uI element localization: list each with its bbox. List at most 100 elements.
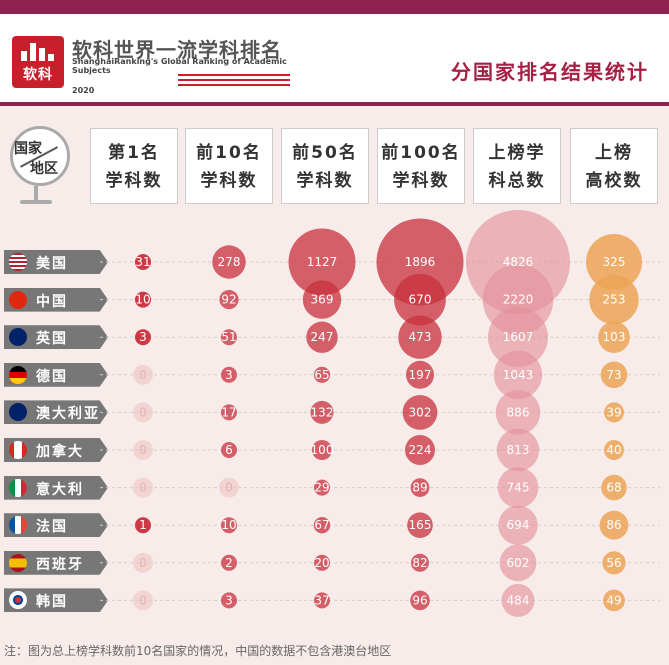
- column-header-line1: 前100名: [381, 143, 461, 163]
- bubble: [586, 234, 642, 290]
- it-flag-icon: [9, 478, 27, 497]
- country-region-header: 国家 地区: [4, 118, 80, 210]
- bubble: [602, 551, 626, 575]
- column-header-line2: 学科数: [105, 171, 163, 191]
- top-accent-bar: [0, 0, 669, 14]
- data-label: 3: [225, 593, 233, 607]
- bubble: [302, 280, 342, 319]
- column-header-line2: 学科数: [392, 171, 450, 191]
- bubble: [133, 477, 153, 498]
- footnote: 注：图为总上榜学科数前10名国家的情况，中国的数据不包含港澳台地区: [4, 644, 392, 658]
- uk-flag-icon: [9, 328, 27, 347]
- bubble: [288, 228, 356, 296]
- column-header: 第1名 学科数: [90, 128, 178, 204]
- bubble: [411, 553, 429, 572]
- country-label: 英国: [4, 325, 108, 350]
- logo-glyph: 软科: [23, 67, 53, 83]
- au-flag-icon: [9, 403, 27, 422]
- column-header-line1: 上榜: [595, 143, 633, 163]
- logo-title: 软科世界一流学科排名: [72, 38, 282, 62]
- data-label: 253: [603, 293, 626, 307]
- data-label: 1: [139, 518, 147, 532]
- bubble: [219, 290, 239, 310]
- bubble: [221, 554, 237, 571]
- data-label: 89: [412, 481, 427, 495]
- country-name: 西班牙: [36, 556, 84, 573]
- bubble: [212, 245, 246, 279]
- data-label: 40: [606, 443, 621, 457]
- column-header-line1: 前10名: [196, 143, 262, 163]
- bubble: [314, 479, 330, 496]
- ca-flag-icon: [9, 441, 27, 459]
- data-label: 2: [225, 556, 233, 570]
- data-label: 165: [409, 518, 432, 532]
- data-label: 51: [221, 330, 236, 344]
- country-label: 法国: [4, 513, 108, 538]
- column-header: 上榜 高校数: [570, 128, 658, 204]
- bubble: [496, 428, 540, 472]
- data-label: 4826: [503, 255, 534, 269]
- data-label: 1043: [503, 368, 534, 382]
- data-label: 6: [225, 443, 233, 457]
- logo-year: 2020: [72, 86, 95, 95]
- country-name: 加拿大: [36, 444, 84, 460]
- data-label: 0: [139, 593, 147, 607]
- data-label: 3: [139, 330, 147, 344]
- country-name: 韩国: [36, 594, 68, 611]
- es-flag-icon: [9, 553, 27, 572]
- bubble: [604, 402, 624, 423]
- bubble: [135, 291, 151, 308]
- country-label: 西班牙: [4, 550, 108, 575]
- column-header-line1: 上榜学: [488, 143, 546, 163]
- bubble: [601, 474, 627, 501]
- bubble: [497, 467, 539, 508]
- country-label: 澳大利亚: [4, 400, 108, 425]
- data-label: 2220: [503, 293, 534, 307]
- bubble: [398, 315, 442, 359]
- kr-flag-icon: [9, 591, 27, 610]
- us-flag-icon: [9, 253, 27, 271]
- bubble: [603, 589, 625, 612]
- country-label: 中国: [4, 287, 108, 312]
- bubble: [589, 274, 639, 325]
- data-label: 670: [409, 293, 432, 307]
- data-label: 10: [221, 518, 236, 532]
- bubble: [600, 361, 628, 389]
- bubble: [306, 321, 338, 353]
- data-label: 39: [606, 405, 621, 419]
- data-label: 73: [606, 368, 621, 382]
- data-label: 103: [603, 330, 626, 344]
- data-label: 745: [507, 481, 530, 495]
- bubble: [135, 517, 151, 534]
- bubble: [221, 366, 237, 383]
- data-label: 96: [412, 593, 427, 607]
- data-label: 325: [603, 255, 626, 269]
- bubble: [598, 321, 630, 354]
- fr-flag-icon: [9, 516, 27, 535]
- data-label: 224: [409, 443, 432, 457]
- logo-subtitle: ShanghaiRanking's Global Ranking of Acad…: [72, 57, 287, 75]
- country-label: 加拿大: [4, 438, 108, 462]
- data-label: 0: [139, 481, 147, 495]
- data-label: 473: [409, 330, 432, 344]
- country-name: 中国: [36, 293, 68, 310]
- country-name: 英国: [36, 331, 68, 348]
- data-label: 86: [606, 518, 621, 532]
- column-header-line2: 学科数: [296, 171, 354, 191]
- data-label: 0: [139, 368, 147, 382]
- shanghairanking-logo: 软科: [12, 36, 64, 88]
- bubble: [133, 440, 153, 460]
- country-name: 美国: [36, 256, 68, 272]
- bubble: [133, 364, 153, 385]
- bubble: [221, 404, 237, 421]
- bubble: [410, 590, 430, 611]
- data-label: 813: [507, 443, 530, 457]
- data-label: 20: [314, 556, 329, 570]
- data-label: 247: [311, 330, 334, 344]
- data-label: 67: [314, 518, 329, 532]
- data-label: 886: [507, 405, 530, 419]
- data-label: 694: [507, 518, 530, 532]
- bubble: [313, 366, 331, 383]
- bubble: [488, 307, 548, 368]
